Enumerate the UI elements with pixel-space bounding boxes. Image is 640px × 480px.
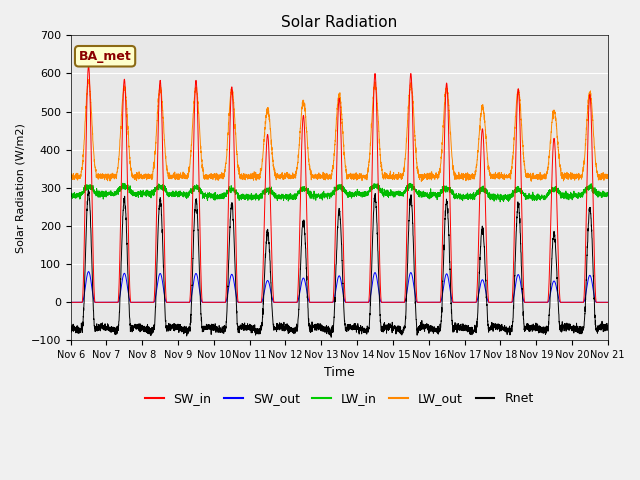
Rnet	[67, 322, 74, 327]
LW_in	[119, 180, 127, 186]
SW_out	[604, 300, 612, 305]
SW_in	[604, 300, 611, 305]
Rnet	[604, 327, 612, 333]
Line: LW_out: LW_out	[70, 80, 608, 181]
SW_in	[84, 63, 92, 69]
LW_in	[163, 191, 171, 196]
LW_in	[604, 190, 611, 195]
LW_out	[84, 77, 92, 83]
Rnet	[604, 326, 611, 332]
Rnet	[327, 335, 335, 340]
SW_out	[430, 300, 438, 305]
SW_in	[490, 300, 498, 305]
Rnet	[319, 324, 327, 330]
SW_in	[67, 300, 74, 305]
Line: LW_in: LW_in	[70, 183, 608, 202]
SW_out	[319, 300, 327, 305]
Rnet	[430, 329, 438, 335]
Rnet	[460, 324, 467, 330]
LW_out	[319, 169, 327, 175]
Y-axis label: Solar Radiation (W/m2): Solar Radiation (W/m2)	[15, 123, 25, 253]
LW_out	[67, 174, 74, 180]
LW_in	[497, 199, 504, 205]
SW_in	[460, 300, 467, 305]
LW_in	[319, 192, 327, 197]
SW_in	[604, 300, 612, 305]
LW_out	[604, 175, 611, 181]
SW_out	[84, 269, 92, 275]
SW_in	[163, 300, 171, 305]
Line: Rnet: Rnet	[70, 190, 608, 337]
LW_out	[430, 174, 438, 180]
Text: BA_met: BA_met	[79, 50, 131, 63]
Legend: SW_in, SW_out, LW_in, LW_out, Rnet: SW_in, SW_out, LW_in, LW_out, Rnet	[140, 387, 539, 410]
LW_out	[490, 176, 498, 181]
LW_out	[417, 179, 425, 184]
Line: SW_in: SW_in	[70, 66, 608, 302]
Line: SW_out: SW_out	[70, 272, 608, 302]
LW_in	[604, 192, 612, 197]
LW_in	[430, 193, 438, 199]
SW_out	[460, 300, 467, 305]
SW_in	[430, 300, 438, 305]
LW_in	[67, 192, 74, 198]
SW_out	[163, 300, 171, 305]
Rnet	[163, 325, 171, 331]
SW_out	[490, 300, 498, 305]
LW_in	[460, 193, 467, 199]
Rnet	[84, 187, 92, 193]
LW_out	[163, 170, 171, 176]
X-axis label: Time: Time	[324, 366, 355, 379]
LW_out	[460, 174, 467, 180]
LW_out	[604, 175, 612, 180]
LW_in	[490, 194, 498, 200]
SW_in	[319, 300, 327, 305]
Rnet	[490, 324, 498, 329]
SW_out	[67, 300, 74, 305]
Title: Solar Radiation: Solar Radiation	[281, 15, 397, 30]
SW_out	[604, 300, 611, 305]
